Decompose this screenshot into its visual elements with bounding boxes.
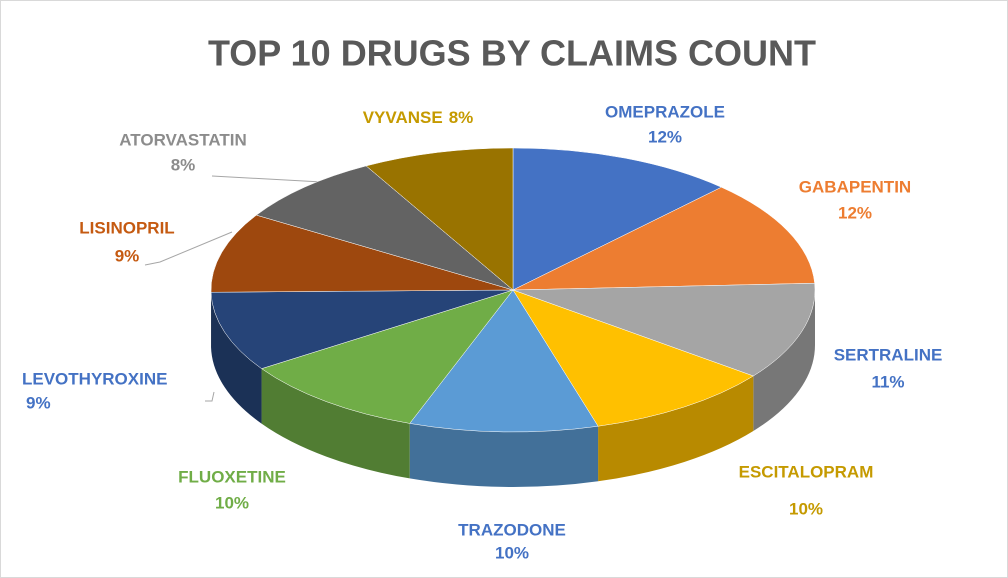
pie-slice	[409, 289, 599, 433]
data-label-value: 10%	[495, 543, 529, 562]
data-label-value: 9%	[115, 246, 140, 265]
pie-slice-side	[211, 292, 262, 424]
data-label-name: ATORVASTATIN	[119, 130, 247, 149]
pie-slice-side	[598, 375, 754, 482]
pie-slice	[210, 214, 514, 293]
data-label-name: ESCITALOPRAM	[739, 462, 874, 481]
data-label-value: 12%	[648, 127, 682, 146]
pie-slice	[261, 289, 514, 424]
pie-slice-side	[261, 368, 410, 479]
data-label-name: FLUOXETINE	[178, 467, 286, 486]
data-label-value: 8%	[171, 155, 196, 174]
data-label-value: 9%	[26, 393, 51, 412]
pie-slice	[365, 147, 514, 291]
pie-slice	[210, 289, 514, 369]
leader-line	[144, 231, 233, 266]
pie-tops	[210, 147, 816, 433]
data-label-name: LEVOTHYROXINE	[22, 369, 167, 388]
data-label-value: 12%	[838, 203, 872, 222]
pie-slice	[512, 289, 754, 427]
chart-title: TOP 10 DRUGS BY CLAIMS COUNT	[208, 33, 816, 74]
data-label-value: 11%	[871, 372, 904, 391]
data-label-name: VYVANSE	[363, 108, 443, 127]
pie-slice	[512, 282, 816, 377]
leader-lines	[144, 175, 323, 402]
data-label: VYVANSE 8%	[363, 108, 474, 127]
data-label-name: OMEPRAZOLE	[605, 102, 725, 121]
data-label-name: LISINOPRIL	[79, 218, 174, 237]
leader-line	[211, 175, 323, 183]
data-label-value: 10%	[789, 499, 823, 518]
pie-slice-side	[753, 290, 815, 431]
pie-slice	[255, 165, 514, 291]
data-label-value: 10%	[215, 493, 249, 512]
pie-slice	[512, 186, 815, 291]
leader-line	[205, 391, 215, 402]
pie-slice	[512, 147, 722, 291]
data-label-value: 8%	[449, 108, 474, 127]
pie-sides	[211, 290, 815, 487]
data-label-name: SERTRALINE	[834, 345, 943, 364]
data-label-name: TRAZODONE	[458, 520, 566, 539]
data-label-name: GABAPENTIN	[799, 177, 911, 196]
pie-slice-side	[409, 423, 599, 487]
